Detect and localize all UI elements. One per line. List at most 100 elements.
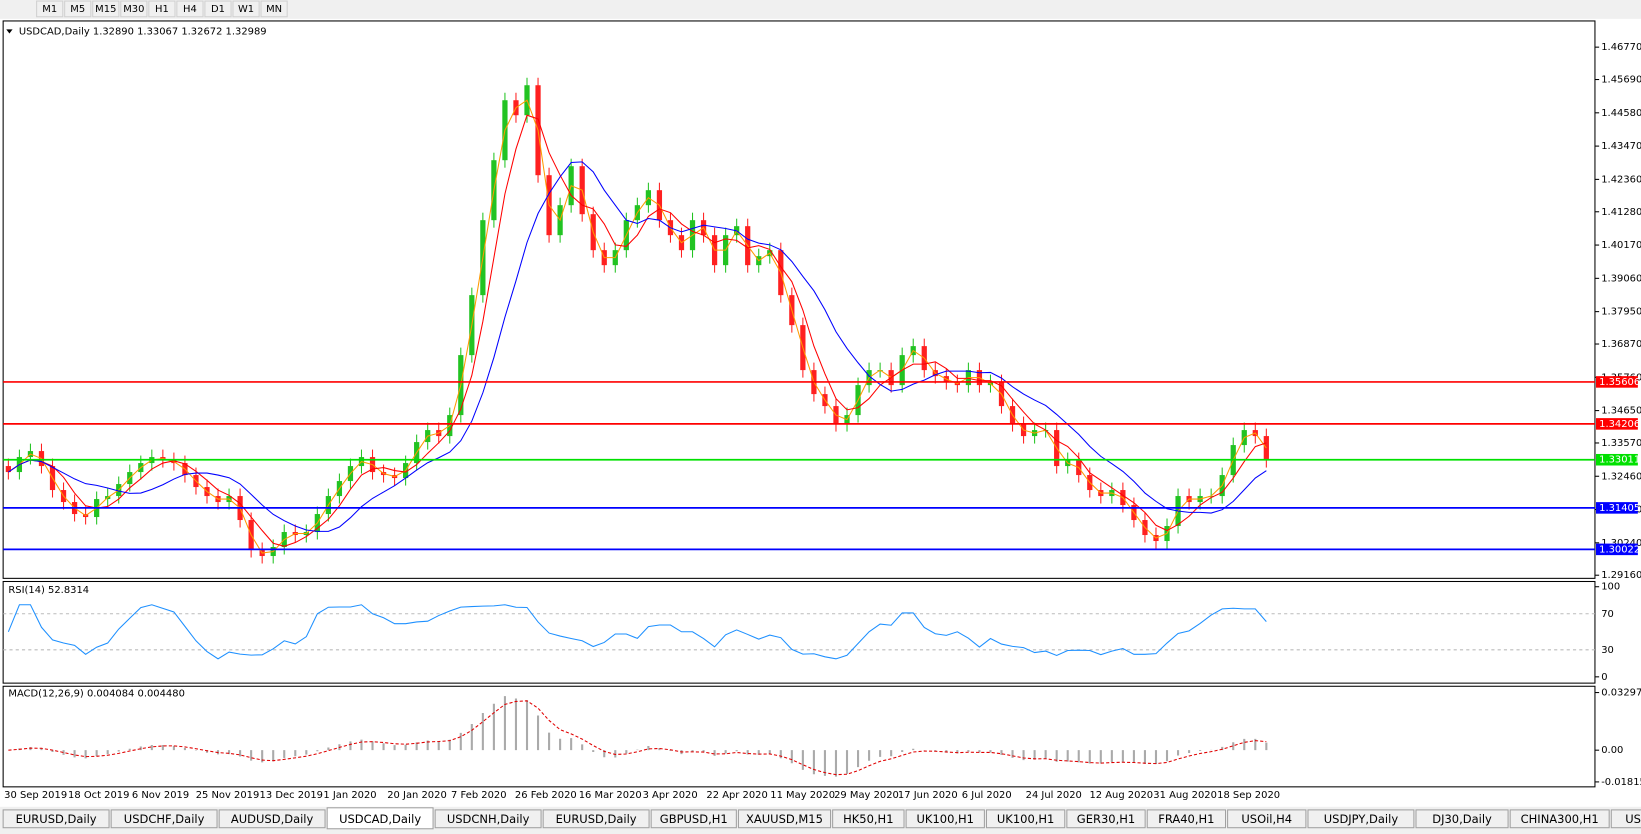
timeframe-label: W1 xyxy=(238,4,254,15)
date-label: 6 Nov 2019 xyxy=(132,790,189,801)
tab-label: USOil,H xyxy=(1625,812,1641,826)
candle xyxy=(5,466,11,473)
moving-average xyxy=(8,114,1267,547)
tab-label: UK100,H1 xyxy=(917,812,974,826)
tab[interactable] xyxy=(326,807,434,830)
date-label: 13 Dec 2019 xyxy=(260,790,323,801)
y-tick-label: 1.29160 xyxy=(1601,570,1641,581)
date-label: 7 Feb 2020 xyxy=(451,790,506,801)
y-tick-label: 1.30240 xyxy=(1601,538,1641,549)
timeframe-button[interactable] xyxy=(204,0,232,18)
y-tick-label: 1.39060 xyxy=(1601,273,1641,284)
timeframe-button[interactable] xyxy=(148,0,176,18)
date-label: 25 Nov 2019 xyxy=(196,790,260,801)
tab[interactable] xyxy=(737,809,832,829)
rsi-tick-label: 30 xyxy=(1601,645,1614,656)
y-tick-label: 1.41280 xyxy=(1601,207,1641,218)
toolbar-bg xyxy=(0,0,1641,19)
y-tick-label: 1.43470 xyxy=(1601,141,1641,152)
timeframe-button[interactable] xyxy=(260,0,288,18)
timeframe-label: MN xyxy=(266,4,282,15)
macd-plot xyxy=(8,696,1268,777)
date-label: 6 Jul 2020 xyxy=(962,790,1012,801)
tab-label: UK100,H1 xyxy=(997,812,1054,826)
tab-label: DJ30,Daily xyxy=(1432,812,1492,826)
level-badge xyxy=(1595,453,1638,466)
date-label: 26 Feb 2020 xyxy=(515,790,577,801)
tab[interactable] xyxy=(110,809,218,829)
tab[interactable] xyxy=(905,809,985,829)
date-label: 16 Mar 2020 xyxy=(579,790,642,801)
date-label: 11 May 2020 xyxy=(770,790,835,801)
macd-tick-label: 0.00 xyxy=(1601,745,1623,756)
date-label: 18 Oct 2019 xyxy=(68,790,129,801)
tab[interactable] xyxy=(985,809,1066,829)
timeframe-label: H1 xyxy=(155,4,169,15)
macd-pane xyxy=(2,685,1596,788)
tab-label: USDCNH,Daily xyxy=(447,812,530,826)
timeframe-button[interactable] xyxy=(176,0,204,18)
moving-average xyxy=(8,161,1267,532)
rsi-tick-label: 0 xyxy=(1601,672,1607,683)
macd-tick-label: -0.018154 xyxy=(1601,777,1641,788)
tab[interactable] xyxy=(2,809,110,829)
tab[interactable] xyxy=(1227,809,1307,829)
moving-average xyxy=(8,99,1267,554)
timeframe-label: M30 xyxy=(123,4,144,15)
level-label: 1.31405 xyxy=(1599,503,1640,514)
macd-tick-label: 0.032972 xyxy=(1601,688,1641,699)
y-tick-label: 1.44580 xyxy=(1601,108,1641,119)
timeframe-button[interactable] xyxy=(64,0,92,18)
level-label: 1.35606 xyxy=(1599,377,1640,388)
tab[interactable] xyxy=(218,809,326,829)
tab[interactable] xyxy=(434,809,542,829)
date-label: 17 Jun 2020 xyxy=(898,790,958,801)
tab[interactable] xyxy=(1415,809,1509,829)
level-label: 1.34206 xyxy=(1599,419,1640,430)
rsi-tick-label: 70 xyxy=(1601,609,1614,620)
date-label: 24 Jul 2020 xyxy=(1026,790,1082,801)
rsi-line xyxy=(7,604,1267,660)
tab[interactable] xyxy=(1066,809,1146,829)
level-badge xyxy=(1595,376,1638,388)
y-tick-label: 1.40170 xyxy=(1601,240,1641,251)
tab-label: USDCAD,Daily xyxy=(339,812,421,826)
macd-header: MACD(12,26,9) 0.004084 0.004480 xyxy=(8,689,185,700)
tab[interactable] xyxy=(542,809,650,829)
y-tick-label: 1.33570 xyxy=(1601,438,1641,449)
tab-label: USOil,H4 xyxy=(1241,812,1292,826)
date-label: 20 Jan 2020 xyxy=(387,790,447,801)
timeframe-button[interactable] xyxy=(232,0,260,18)
tab-label: GER30,H1 xyxy=(1077,812,1135,826)
tab[interactable] xyxy=(1610,809,1641,829)
level-label: 1.33011 xyxy=(1599,455,1640,466)
level-badge xyxy=(1595,502,1638,514)
level-badge xyxy=(1595,543,1638,556)
timeframe-label: D1 xyxy=(211,4,225,15)
rsi-pane xyxy=(2,580,1596,684)
timeframe-button[interactable] xyxy=(92,0,120,18)
timeframe-button[interactable] xyxy=(36,0,64,18)
y-tick-label: 1.32460 xyxy=(1601,471,1641,482)
tab[interactable] xyxy=(1509,809,1610,829)
tab-label: EURUSD,Daily xyxy=(556,812,637,826)
timeframe-button[interactable] xyxy=(120,0,148,18)
y-tick-label: 1.37950 xyxy=(1601,307,1641,318)
date-label: 18 Sep 2020 xyxy=(1217,790,1280,801)
tab[interactable] xyxy=(650,809,737,829)
date-label: 12 Aug 2020 xyxy=(1089,790,1153,801)
candle xyxy=(1263,436,1269,461)
tab[interactable] xyxy=(832,809,905,829)
timeframe-label: M1 xyxy=(42,4,57,15)
rsi-header: RSI(14) 52.8314 xyxy=(8,585,89,596)
tab[interactable] xyxy=(1146,809,1227,829)
tab-label: CHINA300,H1 xyxy=(1521,812,1599,826)
timeframe-label: M5 xyxy=(70,4,85,15)
tab[interactable] xyxy=(1307,809,1415,829)
y-tick-label: 1.42360 xyxy=(1601,174,1641,185)
tab-label: HK50,H1 xyxy=(843,812,893,826)
tab-label: EURUSD,Daily xyxy=(16,812,97,826)
date-label: 3 Apr 2020 xyxy=(643,790,698,801)
y-tick-label: 1.34650 xyxy=(1601,406,1641,417)
macd-signal xyxy=(8,700,1267,776)
